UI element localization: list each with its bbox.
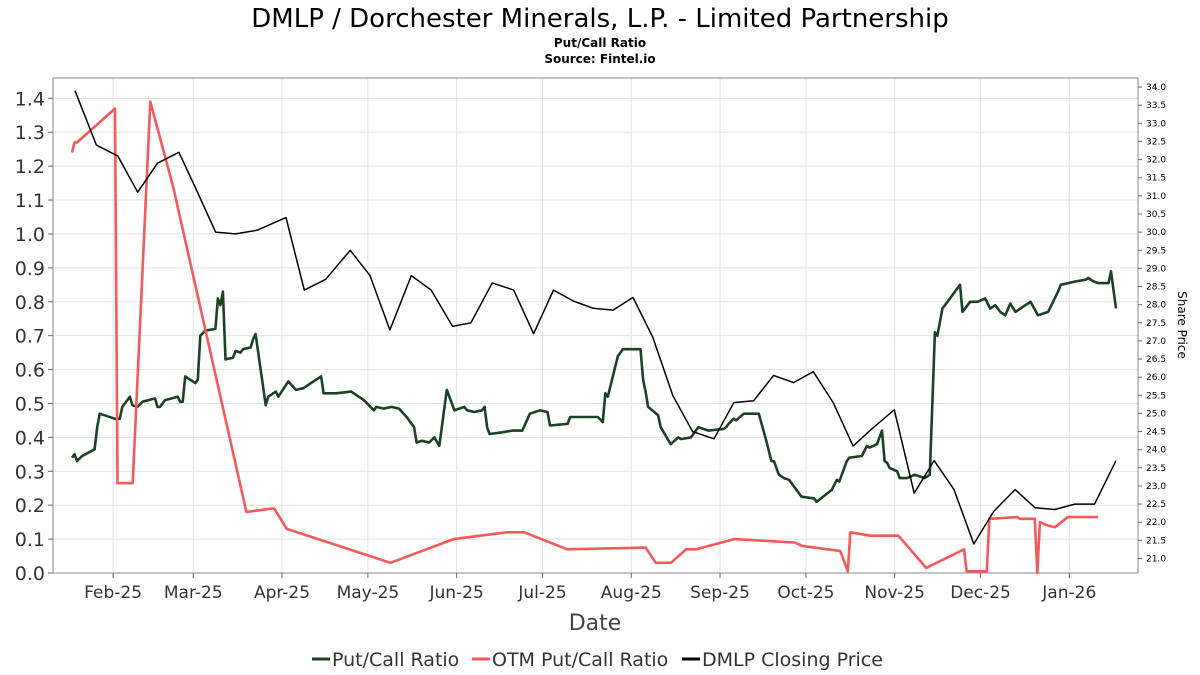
right-axis-label: Share Price xyxy=(1175,291,1189,359)
right-tick-label: 24.5 xyxy=(1146,428,1166,438)
x-tick-label: Oct-25 xyxy=(777,583,834,603)
right-tick-label: 34.0 xyxy=(1146,83,1166,93)
left-tick-label: 0.7 xyxy=(15,326,45,348)
chart-subtitle-line-1: Put/Call Ratio xyxy=(554,36,646,50)
right-tick-label: 31.0 xyxy=(1146,192,1166,202)
right-tick-label: 27.0 xyxy=(1146,337,1166,347)
left-tick-label: 1.3 xyxy=(15,122,45,144)
left-tick-label: 1.2 xyxy=(15,156,45,178)
legend-label-2: DMLP Closing Price xyxy=(702,649,883,671)
left-tick-label: 0.8 xyxy=(15,292,45,314)
x-tick-label: May-25 xyxy=(337,583,400,603)
right-axis: 21.0 21.5 22.0 22.5 23.0 23.5 24.0 24.5 25.0 25.5… xyxy=(1138,83,1166,564)
series-line-2 xyxy=(74,90,1117,545)
series-line-1 xyxy=(70,100,1098,575)
right-tick-label: 29.0 xyxy=(1146,264,1166,274)
right-tick-label: 21.5 xyxy=(1146,536,1166,546)
left-tick-label: 0.5 xyxy=(15,393,45,415)
x-tick-label: Jan-26 xyxy=(1041,583,1096,603)
x-axis-label: Date xyxy=(569,611,622,636)
legend: Put/Call Ratio OTM Put/Call Ratio DMLP Clo… xyxy=(312,649,883,671)
right-tick-label: 21.0 xyxy=(1146,554,1166,564)
right-tick-label: 22.5 xyxy=(1146,500,1166,510)
left-tick-label: 0.3 xyxy=(15,461,45,483)
right-tick-label: 25.0 xyxy=(1146,409,1166,419)
x-tick-label: Aug-25 xyxy=(601,583,662,603)
chart-subtitle-line-2: Source: Fintel.io xyxy=(544,52,655,66)
left-tick-label: 1.4 xyxy=(15,88,45,110)
series-line-0 xyxy=(70,269,1118,504)
left-tick-label: 0.2 xyxy=(15,495,45,517)
x-tick-label: Sep-25 xyxy=(690,583,750,603)
x-tick-label: Nov-25 xyxy=(864,583,925,603)
right-tick-label: 31.5 xyxy=(1146,174,1166,184)
right-tick-label: 23.5 xyxy=(1146,464,1166,474)
left-tick-label: 1.0 xyxy=(15,224,45,246)
x-tick-label: Jun-25 xyxy=(428,583,483,603)
right-tick-label: 33.0 xyxy=(1146,119,1166,129)
x-tick-label: Apr-25 xyxy=(254,583,310,603)
right-tick-label: 22.0 xyxy=(1146,518,1166,528)
x-tick-label: Feb-25 xyxy=(84,583,142,603)
chart-title: DMLP / Dorchester Minerals, L.P. - Limit… xyxy=(251,4,948,34)
right-tick-label: 29.5 xyxy=(1146,246,1166,256)
left-axis: 0.0 0.1 0.2 0.3 0.4 0.5 0.6 0.7 0.8 0.9 1.0 1.1 1.2 1… xyxy=(15,88,53,585)
left-tick-label: 0.4 xyxy=(15,427,45,449)
legend-label-0: Put/Call Ratio xyxy=(332,649,459,671)
left-tick-label: 1.1 xyxy=(15,190,45,212)
right-tick-label: 28.5 xyxy=(1146,283,1166,293)
right-tick-label: 24.0 xyxy=(1146,446,1166,456)
right-tick-label: 32.0 xyxy=(1146,156,1166,166)
x-tick-label: Dec-25 xyxy=(950,583,1011,603)
x-axis: Feb-25 Mar-25 Apr-25 May-25 Jun-25 Jul-25 Aug-… xyxy=(84,573,1096,603)
right-tick-label: 32.5 xyxy=(1146,137,1166,147)
x-tick-label: Jul-25 xyxy=(517,583,566,603)
right-tick-label: 26.5 xyxy=(1146,355,1166,365)
left-tick-label: 0.6 xyxy=(15,360,45,382)
x-tick-label: Mar-25 xyxy=(164,583,223,603)
right-tick-label: 23.0 xyxy=(1146,482,1166,492)
series-layer xyxy=(70,90,1118,575)
plot-area xyxy=(52,77,1139,574)
legend-label-1: OTM Put/Call Ratio xyxy=(492,649,668,671)
right-tick-label: 30.0 xyxy=(1146,228,1166,238)
right-tick-label: 25.5 xyxy=(1146,391,1166,401)
right-tick-label: 27.5 xyxy=(1146,319,1166,329)
left-tick-label: 0.0 xyxy=(15,563,45,585)
left-tick-label: 0.1 xyxy=(15,529,45,551)
right-tick-label: 26.0 xyxy=(1146,373,1166,383)
left-tick-label: 0.9 xyxy=(15,258,45,280)
right-tick-label: 30.5 xyxy=(1146,210,1166,220)
right-tick-label: 33.5 xyxy=(1146,101,1166,111)
right-tick-label: 28.0 xyxy=(1146,301,1166,311)
